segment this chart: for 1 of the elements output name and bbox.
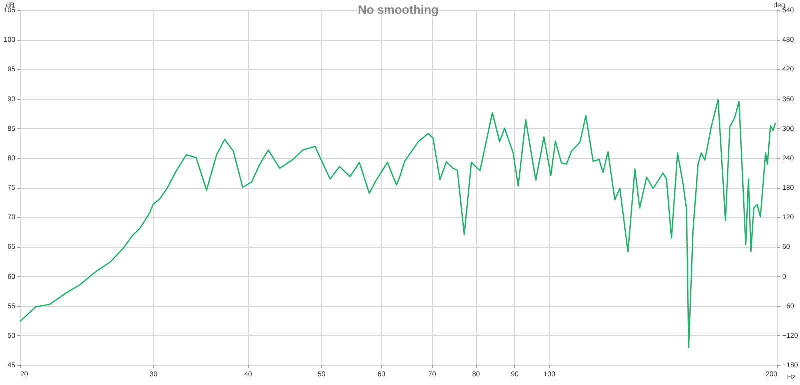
chart-title: No smoothing — [358, 3, 439, 17]
